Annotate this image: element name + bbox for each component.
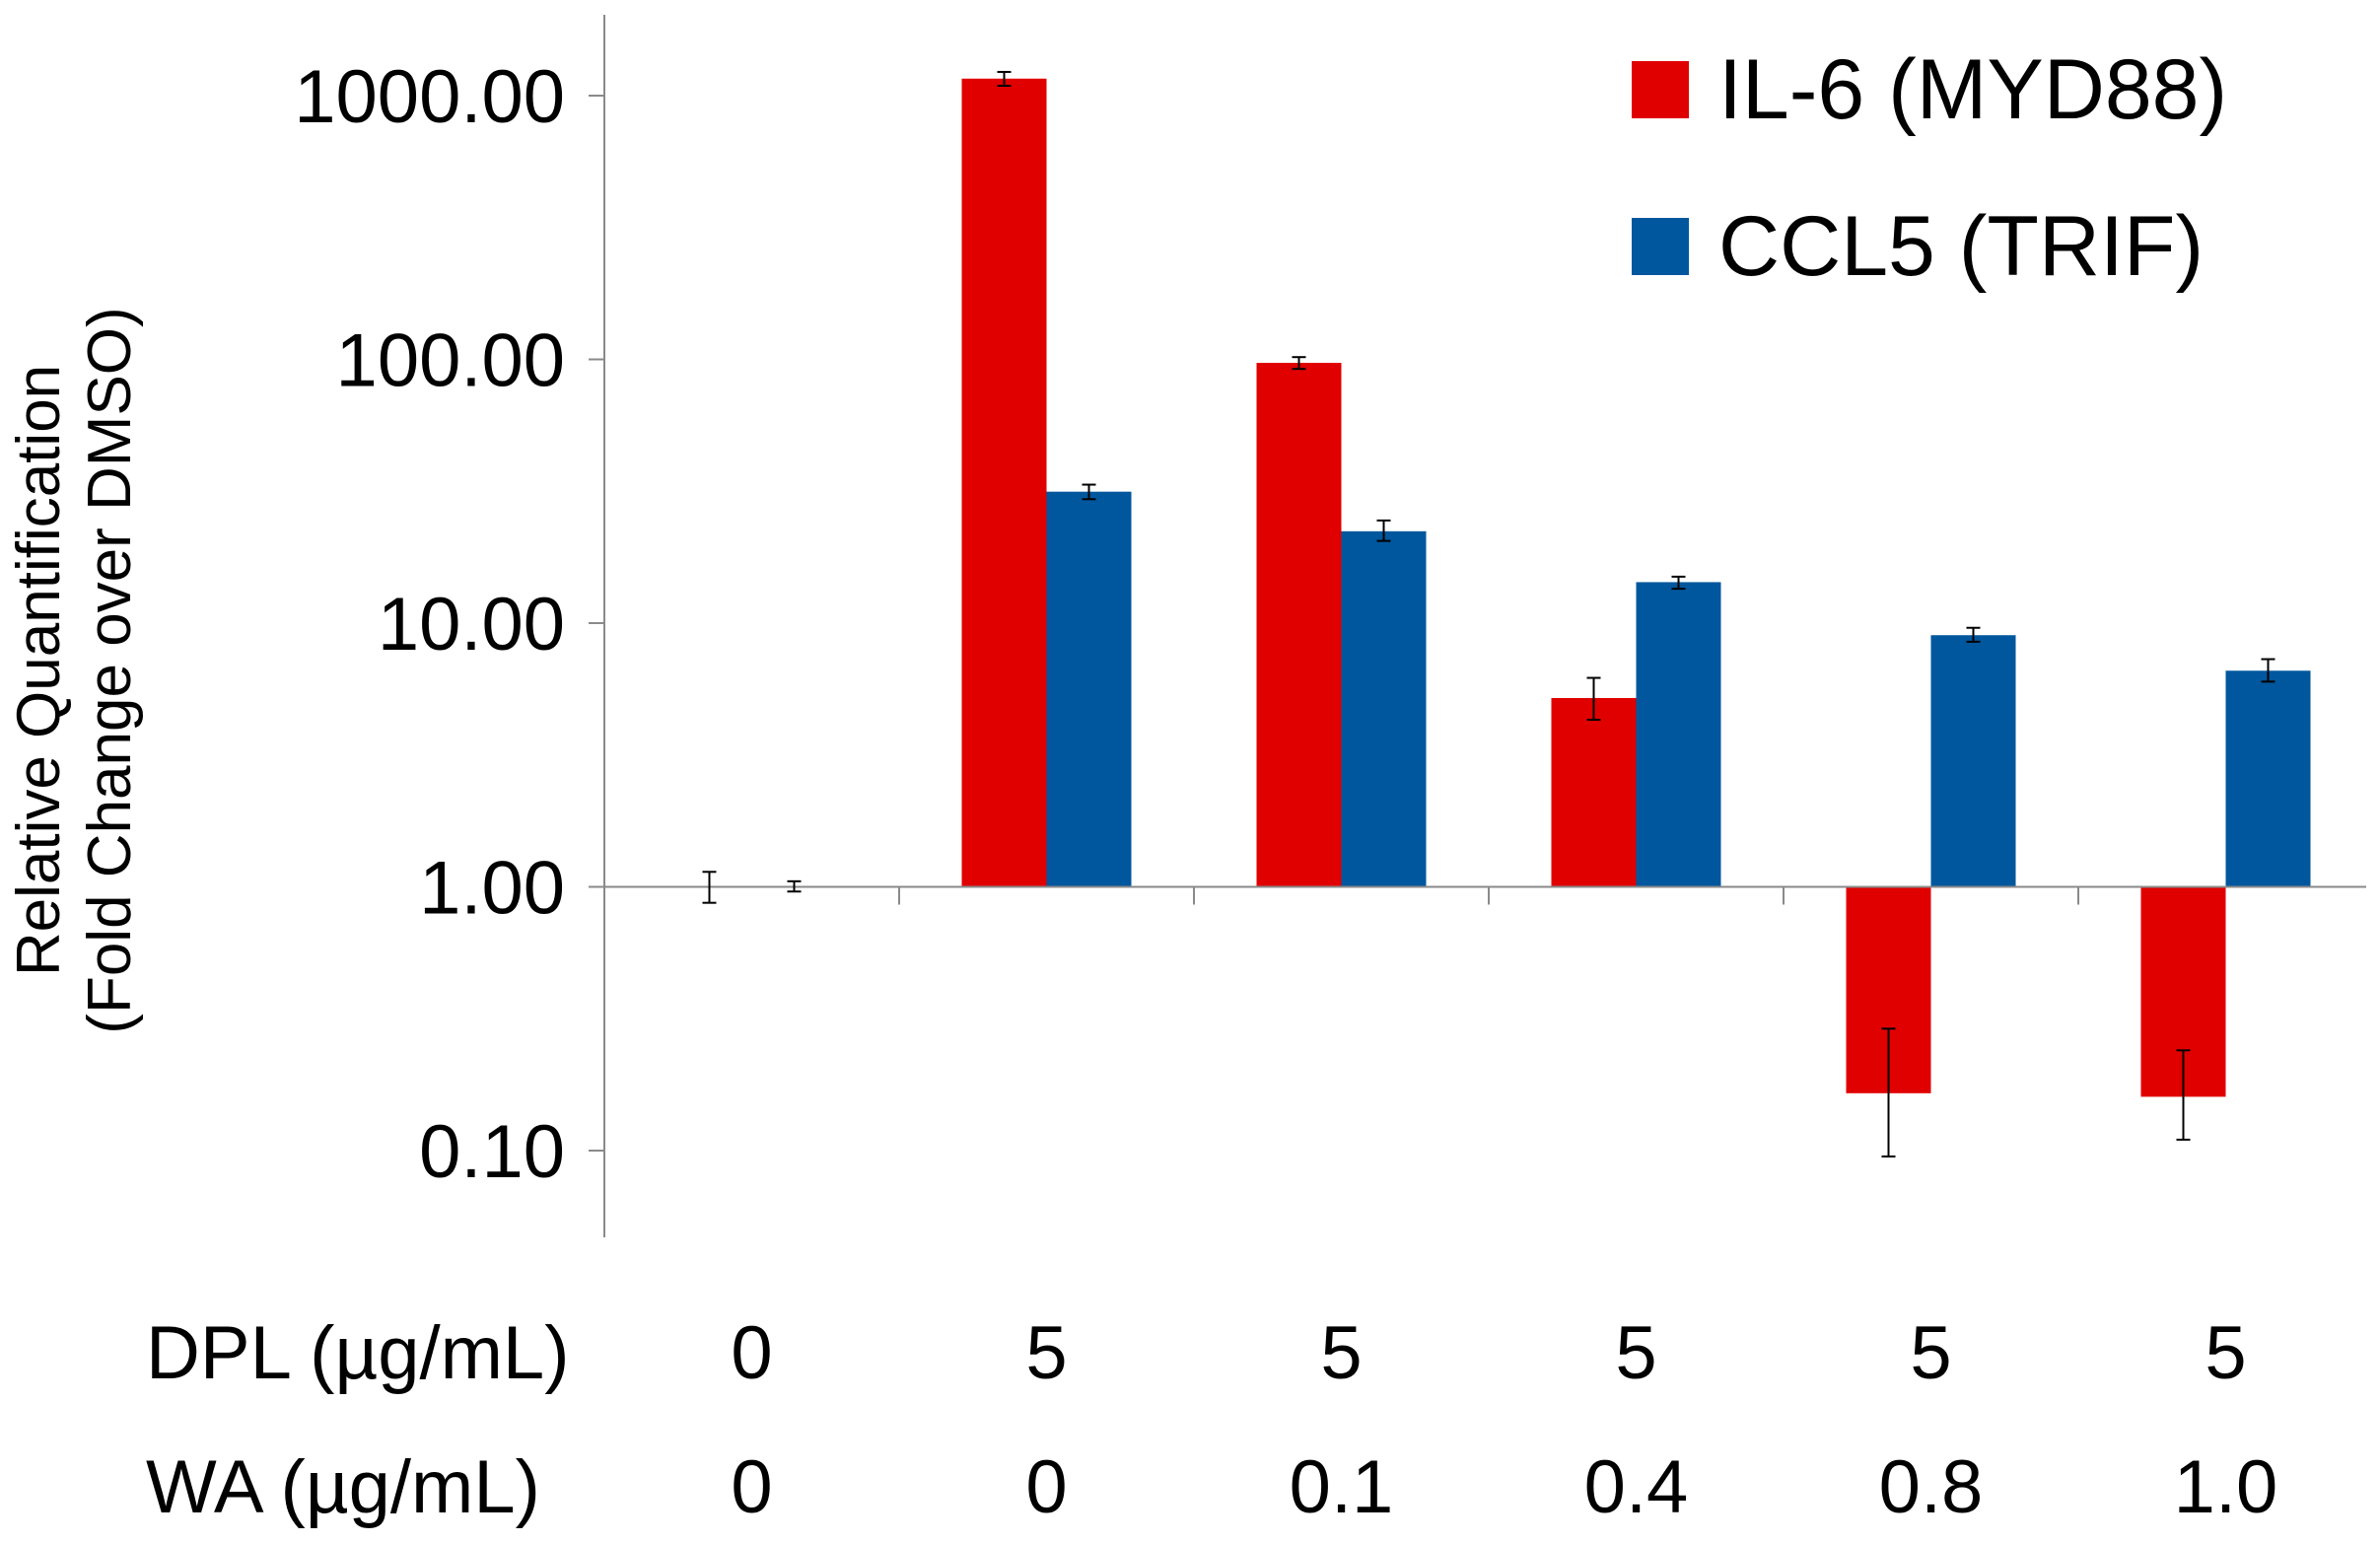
row-value: 0.4 [1584,1445,1689,1529]
bar-ccl5 [1341,530,1427,887]
bar-il6 [961,78,1047,887]
y-tick-label: 10.00 [378,583,565,666]
y-axis-title: Relative Quantification (Fold Change ove… [5,307,144,1033]
error-bar [702,871,717,904]
bar-ccl5 [1636,582,1721,887]
row-label-wa: WA (µg/mL) [146,1445,540,1529]
bar-il6 [1256,363,1342,887]
legend-label-ccl5: CCL5 (TRIF) [1718,199,2204,294]
bar-il6 [1551,697,1637,887]
row-value: 5 [1615,1311,1656,1395]
error-bar [1586,676,1601,722]
condition-table: DPL (µg/mL) 0 5 5 5 5 5 WA (µg/mL) 0 0 0.1 0.4 0.8 1.… [146,1311,2277,1529]
bar-ccl5 [2225,670,2311,887]
error-bar [2176,1049,2191,1141]
row-value: 0 [1025,1445,1067,1529]
error-bar [1376,519,1391,542]
y-tick-label: 1.00 [419,847,565,931]
y-tick-label: 1000.00 [294,55,565,139]
row-value: 5 [1025,1311,1067,1395]
error-bar [1292,356,1306,371]
legend-label-il6: IL-6 (MYD88) [1718,42,2227,137]
row-value: 0 [731,1311,772,1395]
error-bar [1881,1027,1896,1157]
y-axis: 1000.00 100.00 10.00 1.00 0.10 [294,15,605,1237]
error-bar [787,879,802,893]
bars-layer [961,78,2311,1097]
y-tick-label: 0.10 [419,1110,565,1194]
row-value: 5 [1320,1311,1362,1395]
error-bars-layer [702,70,2275,1157]
row-label-dpl: DPL (µg/mL) [146,1311,570,1395]
error-bar [1966,626,1981,643]
y-axis-title-line2: (Fold Change over DMSO) [76,307,144,1033]
x-axis [604,885,2366,905]
bar-ccl5 [1046,491,1132,887]
y-tick-label: 100.00 [336,319,565,403]
legend-swatch-ccl5 [1632,218,1689,275]
error-bar [2261,658,2275,683]
row-value: 0.1 [1290,1445,1394,1529]
row-value: 1.0 [2174,1445,2278,1529]
row-value: 0 [731,1445,772,1529]
row-value: 5 [2205,1311,2246,1395]
error-bar [997,70,1012,87]
legend-swatch-il6 [1632,61,1689,118]
bar-ccl5 [1930,635,2016,887]
error-bar [1082,483,1096,501]
y-axis-title-line1: Relative Quantification [5,365,73,976]
row-value: 0.8 [1879,1445,1984,1529]
row-value: 5 [1910,1311,1951,1395]
error-bar [1671,575,1686,591]
legend: IL-6 (MYD88) CCL5 (TRIF) [1632,42,2227,294]
